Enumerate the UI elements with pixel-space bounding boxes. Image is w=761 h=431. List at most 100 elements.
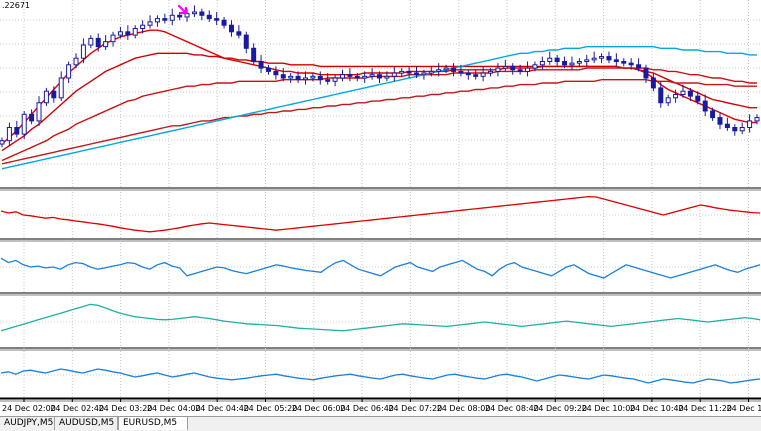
candle-body	[96, 38, 100, 46]
candle-body	[170, 15, 174, 20]
candle-body	[215, 19, 219, 21]
candle-body	[266, 68, 270, 71]
candle-body	[511, 66, 515, 69]
time-tick-label: 24 Dec 06:40	[340, 404, 394, 413]
candle-body	[111, 35, 115, 42]
candle-body	[370, 75, 374, 77]
candle-body	[718, 118, 722, 125]
candle-body	[133, 29, 137, 36]
candle-body	[607, 57, 611, 60]
candle-body	[348, 75, 352, 77]
time-tick-label: 24 Dec 10:00	[582, 404, 636, 413]
candle-body	[67, 65, 71, 78]
time-tick-label: 24 Dec 10:40	[630, 404, 684, 413]
candle-body	[563, 62, 567, 65]
candle-body	[326, 80, 330, 82]
candle-body	[622, 62, 626, 64]
candle-body	[185, 14, 189, 17]
candle-body	[200, 12, 204, 15]
time-tick-label: 24 Dec 07:20	[388, 404, 442, 413]
candle-body	[22, 114, 26, 134]
candle-body	[81, 45, 85, 58]
candle-body	[422, 73, 426, 75]
chart-tab[interactable]: EURUSD,M5	[118, 417, 188, 430]
candle-body	[407, 71, 411, 73]
candle-body	[637, 65, 641, 68]
candle-body	[681, 91, 685, 94]
candle-body	[104, 42, 108, 47]
candle-body	[74, 58, 78, 65]
candle-body	[748, 121, 752, 128]
candle-body	[644, 68, 648, 78]
candle-body	[244, 35, 248, 48]
candle-body	[126, 32, 130, 35]
candle-body	[600, 57, 604, 59]
candle-body	[222, 20, 226, 25]
candle-body	[178, 15, 182, 17]
candle-body	[340, 75, 344, 78]
chart-background	[0, 0, 761, 416]
candle-body	[192, 12, 196, 14]
candle-body	[489, 71, 493, 73]
candle-body	[674, 95, 678, 98]
candle-body	[7, 128, 11, 141]
candle-body	[318, 76, 322, 79]
candle-body	[733, 128, 737, 131]
candle-body	[711, 111, 715, 118]
candle-body	[533, 65, 537, 68]
candle-body	[688, 91, 692, 96]
candle-body	[207, 15, 211, 18]
candle-body	[15, 128, 19, 135]
candle-body	[725, 124, 729, 127]
time-tick-label: 24 Dec 02:40	[50, 404, 104, 413]
time-tick-label: 24 Dec 08:40	[485, 404, 539, 413]
candle-body	[281, 75, 285, 78]
candle-body	[629, 63, 633, 65]
candle-body	[452, 68, 456, 71]
chart-tab[interactable]: AUDUSD,M5	[55, 417, 118, 430]
candle-body	[333, 78, 337, 81]
candle-body	[540, 62, 544, 65]
candle-body	[400, 71, 404, 73]
candle-body	[59, 78, 63, 98]
candle-body	[37, 103, 41, 121]
candle-body	[577, 62, 581, 64]
candle-body	[252, 48, 256, 61]
candle-body	[229, 25, 233, 32]
time-tick-label: 24 Dec 04:40	[195, 404, 249, 413]
chart-tab[interactable]: AUDJPY,M5	[0, 417, 55, 430]
candle-body	[651, 78, 655, 88]
candle-body	[437, 70, 441, 72]
time-tick-label: 24 Dec 03:20	[99, 404, 153, 413]
candle-body	[148, 22, 152, 25]
candle-body	[548, 58, 552, 61]
time-tick-label: 24 Dec 09:20	[533, 404, 587, 413]
candle-body	[415, 73, 419, 75]
candle-body	[363, 76, 367, 78]
candle-body	[303, 78, 307, 80]
time-tick-label: 24 Dec 04:00	[147, 404, 201, 413]
candle-body	[755, 118, 759, 121]
candle-body	[44, 91, 48, 103]
candle-body	[466, 73, 470, 75]
time-tick-label: 24 Dec 08:00	[437, 404, 491, 413]
candle-body	[659, 88, 663, 103]
candle-body	[585, 60, 589, 62]
candle-body	[392, 73, 396, 76]
candle-body	[503, 66, 507, 68]
candle-body	[474, 75, 478, 77]
candle-body	[30, 114, 34, 121]
candle-body	[696, 96, 700, 101]
time-tick-label: 24 Dec 11:20	[678, 404, 732, 413]
time-tick-label: 24 Dec 12:00	[727, 404, 761, 413]
price-label: .22671	[2, 1, 30, 10]
candle-body	[0, 141, 4, 144]
candle-body	[237, 32, 241, 35]
candle-body	[740, 128, 744, 131]
time-tick-label: 24 Dec 02:00	[2, 404, 56, 413]
candle-body	[289, 76, 293, 78]
candle-body	[496, 68, 500, 71]
candle-body	[311, 76, 315, 78]
